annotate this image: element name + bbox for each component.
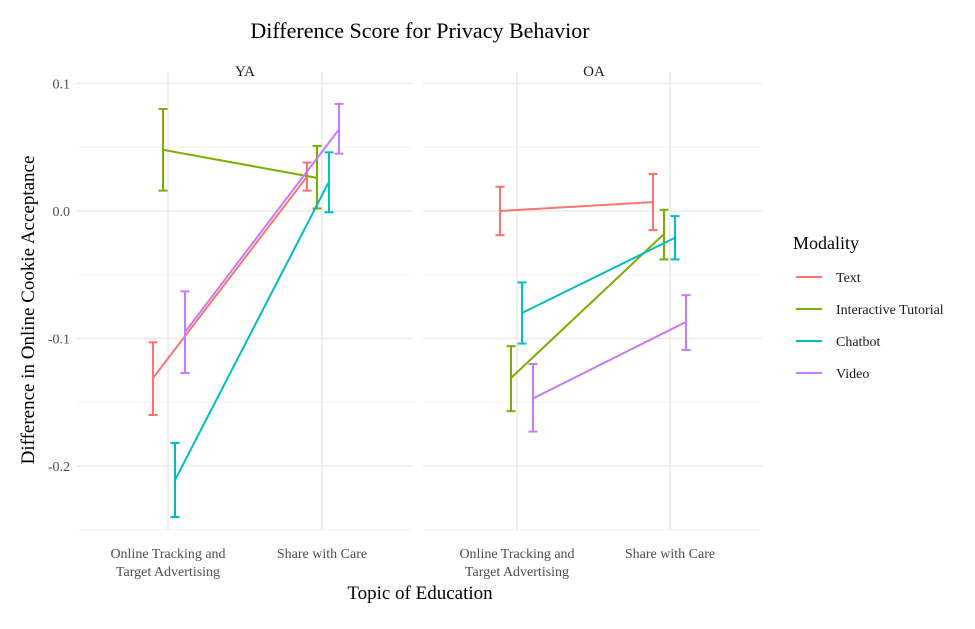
y-tick-label: -0.1 <box>48 333 70 348</box>
x-tick-label-line: Share with Care <box>625 547 715 562</box>
x-tick-label-line: Target Advertising <box>465 565 569 580</box>
chart-title: Difference Score for Privacy Behavior <box>250 18 590 43</box>
series-line-interactive-tutorial <box>162 148 318 179</box>
error-bar-chatbot <box>170 442 180 518</box>
error-bar-video <box>180 290 190 374</box>
series-line-chatbot <box>174 181 330 481</box>
series-line-text <box>499 201 654 212</box>
error-bar-interactive-tutorial <box>158 108 168 192</box>
x-tick-label: Online Tracking and Target Advertising <box>110 547 225 580</box>
error-bar-interactive-tutorial <box>659 208 669 261</box>
legend-label-interactive-tutorial: Interactive Tutorial <box>836 303 944 318</box>
x-tick-label-line: Online Tracking and <box>459 547 574 562</box>
legend-label-text: Text <box>836 271 861 286</box>
legend-label-chatbot: Chatbot <box>836 335 880 350</box>
error-bar-text <box>495 185 505 237</box>
y-tick-label: -0.2 <box>48 460 70 475</box>
panel-label-ya: YA <box>235 64 255 80</box>
x-axis-title: Topic of Education <box>347 583 493 604</box>
x-tick-label: Share with Care <box>625 547 715 562</box>
y-tick-label: 0.1 <box>53 78 71 93</box>
x-tick-label: Share with Care <box>277 547 367 562</box>
y-axis-title: Difference in Online Cookie Acceptance <box>18 156 39 465</box>
error-bar-video <box>334 102 344 155</box>
series-line-text <box>152 175 308 379</box>
error-bar-video <box>681 294 691 351</box>
legend: Modality Text Interactive Tutorial Chatbot… <box>793 233 944 382</box>
y-tick-label: 0.0 <box>53 205 71 220</box>
error-bar-chatbot <box>517 281 527 345</box>
x-tick-label-line: Target Advertising <box>116 565 220 580</box>
error-bar-chatbot <box>670 215 680 261</box>
error-bar-interactive-tutorial <box>312 144 322 210</box>
error-bar-chatbot <box>324 151 334 214</box>
series-line-chatbot <box>521 236 676 314</box>
plot-area: YA Online Tracking and Target Advertising S… <box>48 64 762 580</box>
x-tick-label-line: Share with Care <box>277 547 367 562</box>
error-bar-text <box>648 173 658 232</box>
x-tick-label-line: Online Tracking and <box>110 547 225 562</box>
series-line-interactive-tutorial <box>510 233 665 379</box>
error-bar-interactive-tutorial <box>506 345 516 413</box>
legend-label-video: Video <box>836 367 869 382</box>
series-line-video <box>184 128 340 333</box>
error-bar-video <box>528 363 538 433</box>
panel-label-oa: OA <box>583 64 605 80</box>
series-line-video <box>532 321 687 400</box>
x-tick-label: Online Tracking and Target Advertising <box>459 547 574 580</box>
error-bar-text <box>148 341 158 416</box>
legend-title: Modality <box>793 233 859 253</box>
